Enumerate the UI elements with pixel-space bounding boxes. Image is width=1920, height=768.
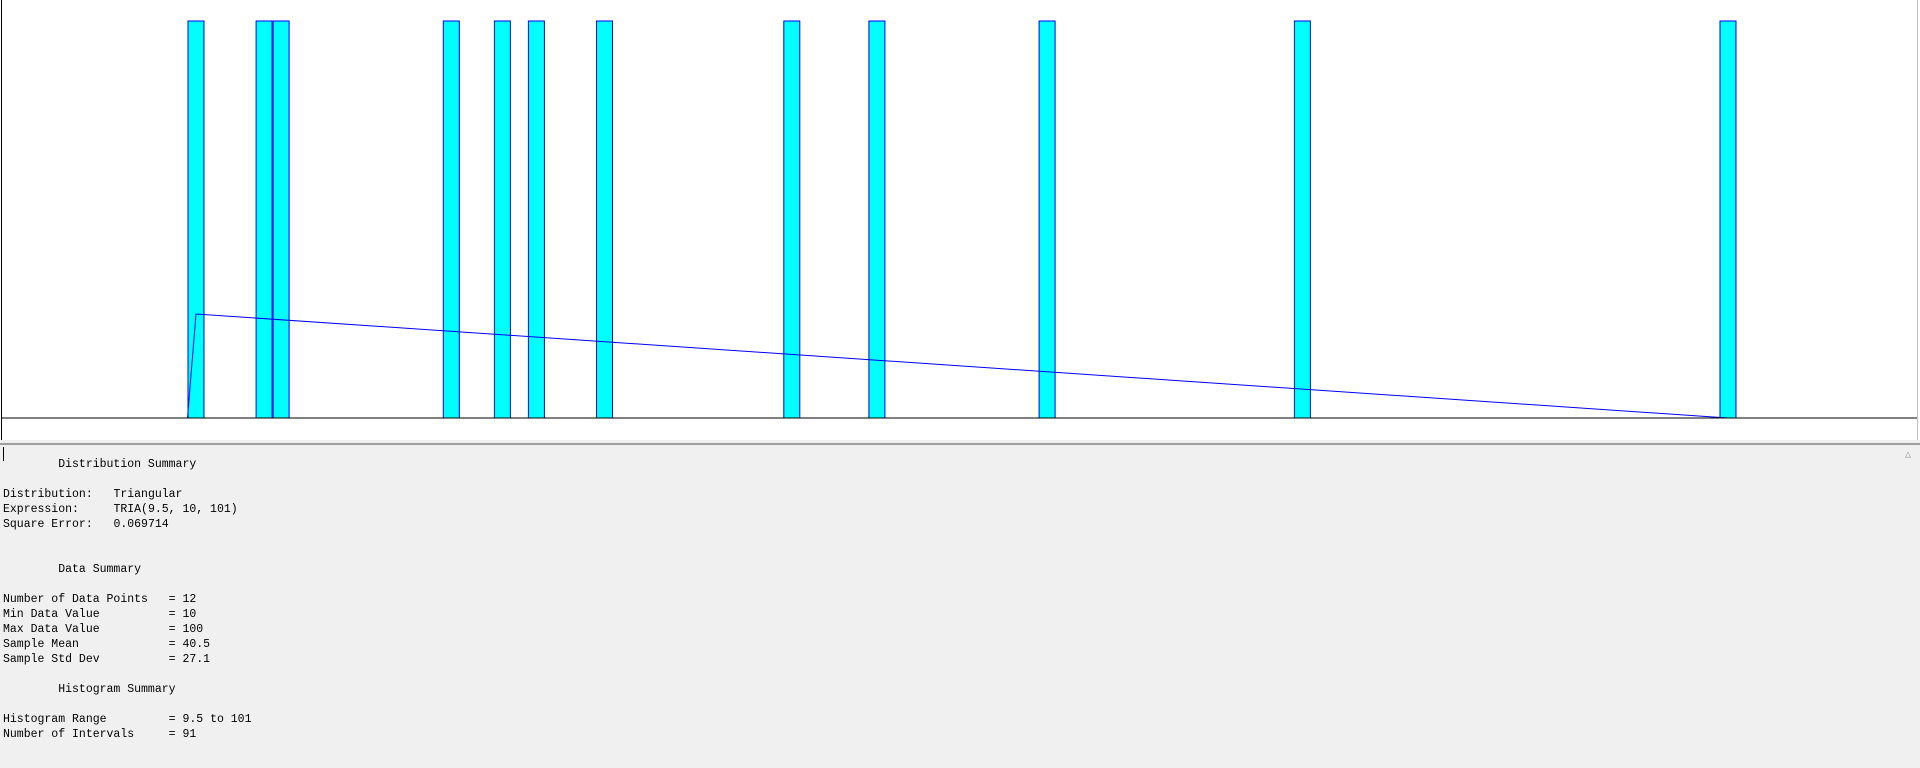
- line: [3, 458, 58, 471]
- expression-value: TRIA(9.5, 10, 101): [113, 503, 238, 516]
- text-caret: [3, 447, 4, 461]
- histogram-bar: [442, 20, 460, 419]
- min-label: Min Data Value: [3, 608, 100, 621]
- histogram-bar: [187, 20, 205, 419]
- histogram-summary-heading: Histogram Summary: [58, 683, 176, 696]
- histogram-bar: [493, 20, 511, 419]
- intervals-value: = 91: [168, 728, 197, 741]
- distribution-value: Triangular: [113, 488, 183, 501]
- histogram-chart: [2, 20, 1917, 419]
- vertical-scrollbar[interactable]: △: [1896, 445, 1920, 767]
- blank-line: [3, 668, 10, 681]
- data-points-label: Number of Data Points: [3, 593, 148, 606]
- max-label: Max Data Value: [3, 623, 100, 636]
- histogram-bar: [868, 20, 886, 419]
- min-value: = 10: [168, 608, 197, 621]
- data-summary-heading: Data Summary: [58, 563, 142, 576]
- distribution-label: Distribution:: [3, 488, 93, 501]
- plot-left-border: [1, 0, 2, 440]
- histogram-bars: [187, 20, 1737, 419]
- fitted-distribution-curve: [187, 313, 1729, 419]
- blank-line: [3, 473, 10, 486]
- range-label: Histogram Range: [3, 713, 107, 726]
- summary-text-panel[interactable]: Distribution Summary Distribution: Trian…: [0, 444, 1920, 768]
- square-error-value: 0.069714: [113, 518, 169, 531]
- pane-splitter[interactable]: [0, 440, 1920, 444]
- intervals-label: Number of Intervals: [3, 728, 135, 741]
- chevron-up-icon[interactable]: △: [1904, 450, 1912, 461]
- std-value: = 27.1: [168, 653, 211, 666]
- blank-line: [3, 548, 10, 561]
- histogram-bar: [596, 20, 613, 419]
- blank-line: [3, 698, 10, 711]
- histogram-bar: [1719, 20, 1737, 419]
- range-value: = 9.5 to 101: [168, 713, 252, 726]
- expression-label: Expression:: [3, 503, 79, 516]
- square-error-label: Square Error:: [3, 518, 93, 531]
- blank-line: [3, 533, 10, 546]
- max-value: = 100: [168, 623, 204, 636]
- histogram-bar: [1038, 20, 1056, 419]
- mean-value: = 40.5: [168, 638, 211, 651]
- histogram-plot-panel: [0, 0, 1920, 440]
- std-label: Sample Std Dev: [3, 653, 100, 666]
- distribution-summary-heading: Distribution Summary: [58, 458, 197, 471]
- histogram-bar: [527, 20, 545, 419]
- histogram-bar: [272, 20, 290, 419]
- histogram-bar: [1293, 20, 1311, 419]
- data-points-value: = 12: [168, 593, 197, 606]
- plot-right-border: [1917, 0, 1918, 440]
- histogram-bar: [255, 20, 273, 419]
- summary-report: Distribution Summary Distribution: Trian…: [3, 457, 251, 742]
- blank-line: [3, 578, 10, 591]
- mean-label: Sample Mean: [3, 638, 79, 651]
- histogram-bar: [783, 20, 801, 419]
